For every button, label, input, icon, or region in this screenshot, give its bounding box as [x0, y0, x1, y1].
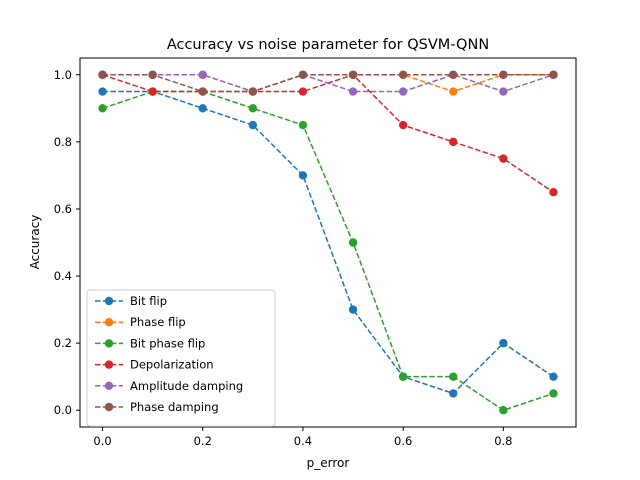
y-tick-label: 0.0 — [54, 403, 72, 417]
series-line-bit-flip — [102, 90, 554, 395]
chart-title: Accuracy vs noise parameter for QSVM-QNN — [167, 37, 489, 53]
data-point-phase-damping — [148, 70, 157, 79]
series-line-bit-phase-flip — [102, 90, 554, 412]
plot-frame — [79, 57, 577, 428]
data-point-bit-phase-flip — [298, 120, 308, 130]
data-point-bit-phase-flip — [549, 389, 558, 398]
y-tick-label: 0.6 — [54, 202, 72, 216]
x-tick-label: 0.6 — [394, 434, 412, 448]
legend-entry: Phase flip — [95, 315, 186, 329]
data-point-phase-damping — [499, 70, 508, 79]
legend-label: Amplitude damping — [130, 379, 243, 393]
legend-label: Depolarization — [130, 358, 214, 372]
data-point-bit-flip — [449, 389, 458, 398]
series-depolarization — [98, 70, 558, 197]
series-line-phase-damping — [102, 74, 554, 93]
y-axis-label: Accuracy — [28, 215, 42, 270]
data-point-bit-flip — [348, 305, 358, 314]
data-point-bit-phase-flip — [398, 372, 408, 381]
data-point-bit-flip — [549, 372, 558, 381]
y-tick-label: 1.0 — [54, 68, 72, 82]
legend: Bit flip Phase flip Bit phase flip Depolari… — [86, 289, 276, 427]
data-point-phase-damping — [98, 70, 107, 79]
data-point-amplitude-damping — [499, 87, 508, 96]
data-point-phase-damping — [398, 70, 408, 79]
series-phase-damping — [98, 70, 558, 96]
x-tick-label: 0.8 — [494, 434, 512, 448]
legend-label: Phase damping — [130, 400, 219, 414]
data-point-phase-damping — [298, 70, 308, 79]
data-point-phase-damping — [248, 87, 258, 96]
data-point-amplitude-damping — [348, 87, 358, 96]
plot-area: 0.0 0.2 0.4 0.6 0.8 0.0 0.2 0.4 0.6 0.8 1.0 — [54, 57, 577, 448]
data-point-bit-phase-flip — [348, 238, 358, 247]
legend-marker — [104, 360, 114, 369]
data-point-phase-damping — [198, 87, 207, 96]
x-axis-label: p_error — [307, 456, 350, 470]
data-point-phase-damping — [348, 70, 358, 79]
legend-entry: Depolarization — [95, 358, 214, 372]
data-point-phase-damping — [449, 70, 458, 79]
legend-marker — [104, 402, 114, 412]
data-point-bit-phase-flip — [499, 406, 508, 415]
y-tick-label: 0.2 — [54, 336, 72, 350]
data-point-bit-flip — [499, 338, 508, 348]
x-tick-label: 0.2 — [194, 434, 212, 448]
series-line-amplitude-damping — [102, 73, 554, 93]
data-point-amplitude-damping — [398, 87, 408, 96]
legend-label: Bit phase flip — [130, 336, 205, 350]
legend-entry: Bit phase flip — [95, 336, 205, 350]
data-point-bit-phase-flip — [98, 104, 107, 113]
legend-entry: Amplitude damping — [95, 379, 243, 393]
legend-label: Phase flip — [130, 315, 186, 329]
data-point-depolarization — [148, 87, 157, 96]
legend-label: Bit flip — [130, 294, 167, 308]
x-tick-label: 0.4 — [294, 434, 312, 448]
y-tick-label: 0.4 — [54, 269, 72, 283]
data-point-depolarization — [449, 137, 458, 147]
x-tick-label: 0.0 — [93, 434, 111, 448]
data-point-depolarization — [549, 187, 558, 197]
legend-entry: Bit flip — [95, 294, 167, 308]
legend-marker — [104, 296, 114, 306]
legend-marker — [104, 381, 114, 390]
data-point-amplitude-damping — [198, 70, 207, 79]
data-point-bit-flip — [248, 120, 258, 130]
legend-marker — [104, 318, 114, 327]
data-point-depolarization — [298, 87, 308, 96]
legend-marker — [104, 339, 114, 348]
data-point-depolarization — [398, 120, 408, 130]
legend-box — [86, 289, 276, 427]
data-point-bit-flip — [98, 87, 107, 96]
data-point-phase-damping — [549, 70, 558, 79]
data-point-bit-phase-flip — [449, 372, 458, 381]
data-point-bit-flip — [198, 104, 207, 113]
data-point-phase-flip — [449, 87, 458, 96]
data-point-bit-flip — [298, 171, 308, 180]
legend-entry: Phase damping — [95, 400, 219, 414]
data-point-depolarization — [499, 154, 508, 163]
series-line-depolarization — [102, 73, 554, 193]
y-tick-label: 0.8 — [54, 135, 72, 149]
data-point-bit-phase-flip — [248, 104, 258, 113]
